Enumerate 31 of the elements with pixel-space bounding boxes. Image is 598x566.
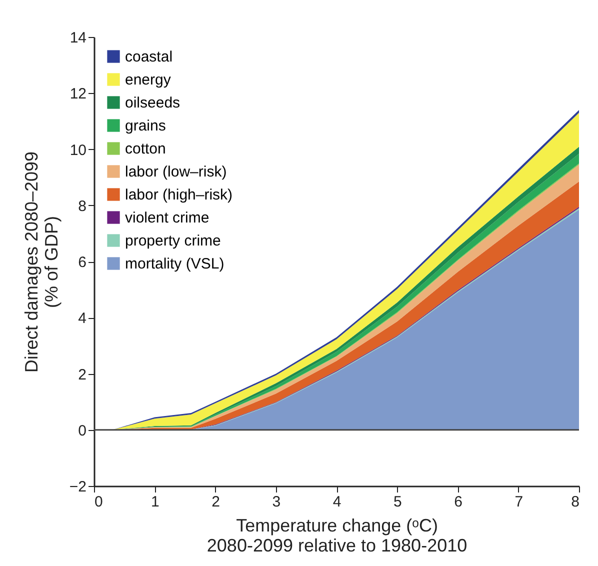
y-tick-label: 12 — [70, 86, 86, 103]
x-tick-label: 6 — [454, 494, 462, 510]
y-tick-label: 2 — [78, 366, 86, 384]
x-tick-label: 7 — [514, 494, 524, 510]
legend-label: mortality (VSL) — [125, 256, 224, 272]
text: 2080-2099 relative to 1980-2010 — [206, 536, 468, 556]
x-tick-label: 8 — [571, 494, 580, 510]
x-axis-title: Temperature change (ᵒC) — [236, 516, 438, 536]
legend-label: violent crime — [125, 210, 210, 226]
y-tick-label: 14 — [70, 30, 86, 46]
legend-label: oilseeds — [125, 94, 180, 112]
x-tick-label: 3 — [272, 494, 281, 510]
legend-label: grains — [125, 118, 166, 134]
legend-label: coastal — [125, 48, 173, 66]
y-tick-label: 4 — [78, 310, 86, 328]
y-tick-label: −2 — [69, 478, 86, 496]
y-tick-label: 8 — [78, 198, 86, 215]
legend-label: labor (low–risk) — [125, 164, 227, 180]
x-tick-label: 0 — [94, 494, 103, 510]
legend-label: labor (high–risk) — [125, 186, 233, 204]
y-axis-title: Direct damages 2080–2099 (% of GDP) — [21, 151, 62, 373]
y-tick-label: 6 — [78, 254, 86, 271]
x-tick-label: 5 — [393, 494, 402, 510]
x-tick-label: 2 — [212, 494, 220, 510]
legend-label: property crime — [125, 232, 221, 250]
x-tick-label: 1 — [150, 494, 160, 510]
x-tick-label: 4 — [332, 494, 342, 510]
legend-label: energy — [125, 72, 172, 88]
y-tick-label: 10 — [70, 142, 86, 159]
legend-label: cotton — [125, 140, 166, 158]
y-tick-label: 0 — [78, 422, 86, 440]
